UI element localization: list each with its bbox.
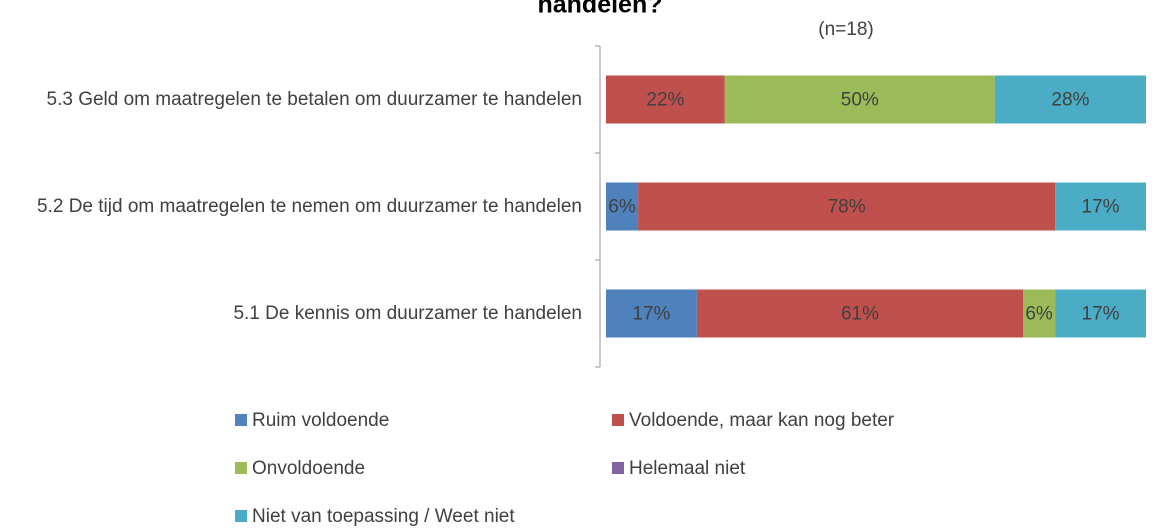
data-label: 61%	[841, 304, 879, 325]
category-label: 5.1 De kennis om duurzamer te handelen	[233, 302, 582, 324]
bar-segment	[1023, 289, 1056, 338]
legend-swatch	[235, 510, 247, 522]
legend-swatch	[235, 462, 247, 474]
data-label: 17%	[632, 304, 670, 325]
legend-label: Voldoende, maar kan nog beter	[629, 410, 895, 431]
bar-segment	[696, 289, 1024, 338]
category-label: 5.2 De tijd om maatregelen te nemen om d…	[37, 195, 582, 217]
bar-segment	[606, 182, 639, 231]
bar-segment	[606, 289, 697, 338]
bar-segment	[1055, 182, 1146, 231]
bar-segment	[606, 75, 725, 124]
legend-label: Onvoldoende	[252, 458, 365, 479]
legend-swatch	[235, 414, 247, 426]
bar-segment	[724, 75, 995, 124]
bar-segment	[638, 182, 1056, 231]
legend-swatch	[612, 414, 624, 426]
bar-segment	[994, 75, 1146, 124]
legend-label: Niet van toepassing / Weet niet	[252, 506, 515, 527]
data-label: 6%	[608, 197, 636, 218]
data-label: 22%	[646, 90, 684, 111]
chart-title: handelen?	[537, 0, 662, 19]
legend-label: Ruim voldoende	[252, 410, 389, 431]
bar-segment	[1055, 289, 1146, 338]
data-label: 28%	[1051, 90, 1089, 111]
data-label: 78%	[828, 197, 866, 218]
data-label: 6%	[1025, 304, 1053, 325]
category-label: 5.3 Geld om maatregelen te betalen om du…	[46, 88, 583, 110]
data-label: 17%	[1082, 304, 1120, 325]
chart-subtitle: (n=18)	[818, 19, 873, 40]
data-label: 50%	[841, 90, 879, 111]
legend-swatch	[612, 462, 624, 474]
data-label: 17%	[1082, 197, 1120, 218]
legend-label: Helemaal niet	[629, 458, 746, 479]
